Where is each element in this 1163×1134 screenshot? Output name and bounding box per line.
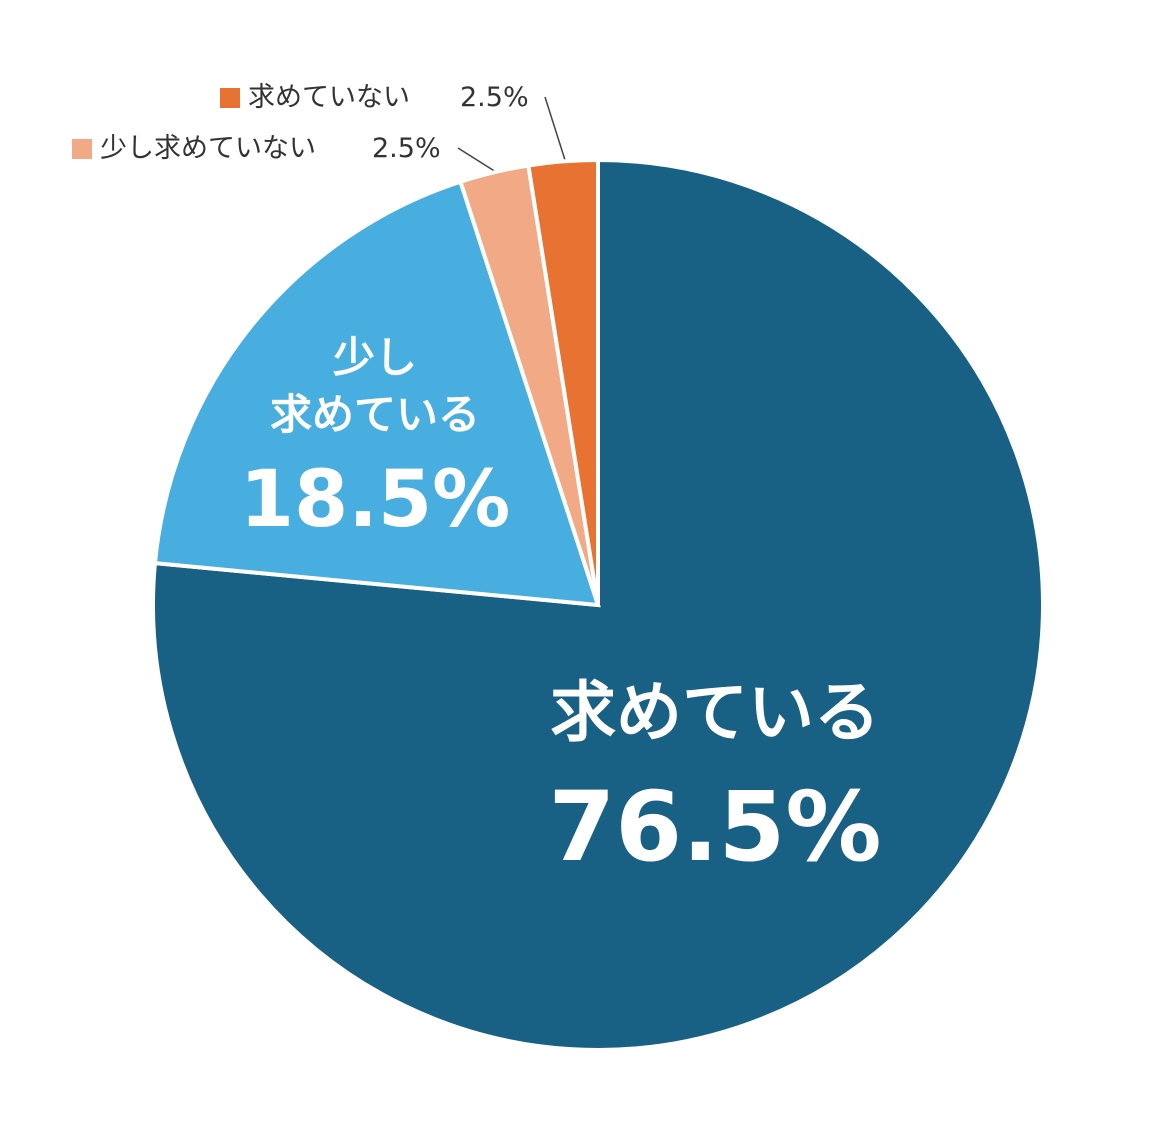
pie-slice — [526, 157, 600, 606]
leader-line — [544, 96, 566, 161]
leader-line — [457, 147, 497, 173]
value-label: 2.5% — [372, 133, 441, 164]
legend-swatch — [220, 88, 240, 108]
slice-label: 少し求めていない — [100, 133, 316, 164]
slice-label: 求めている — [550, 674, 880, 751]
legend-swatch — [72, 139, 92, 159]
slice-label: 少し 求めている — [269, 333, 480, 439]
slice-label: 求めていない — [248, 82, 410, 113]
value-label: 76.5% — [548, 771, 882, 883]
value-label: 18.5% — [239, 455, 511, 545]
pie-slice — [152, 179, 601, 608]
value-label: 2.5% — [460, 82, 529, 113]
